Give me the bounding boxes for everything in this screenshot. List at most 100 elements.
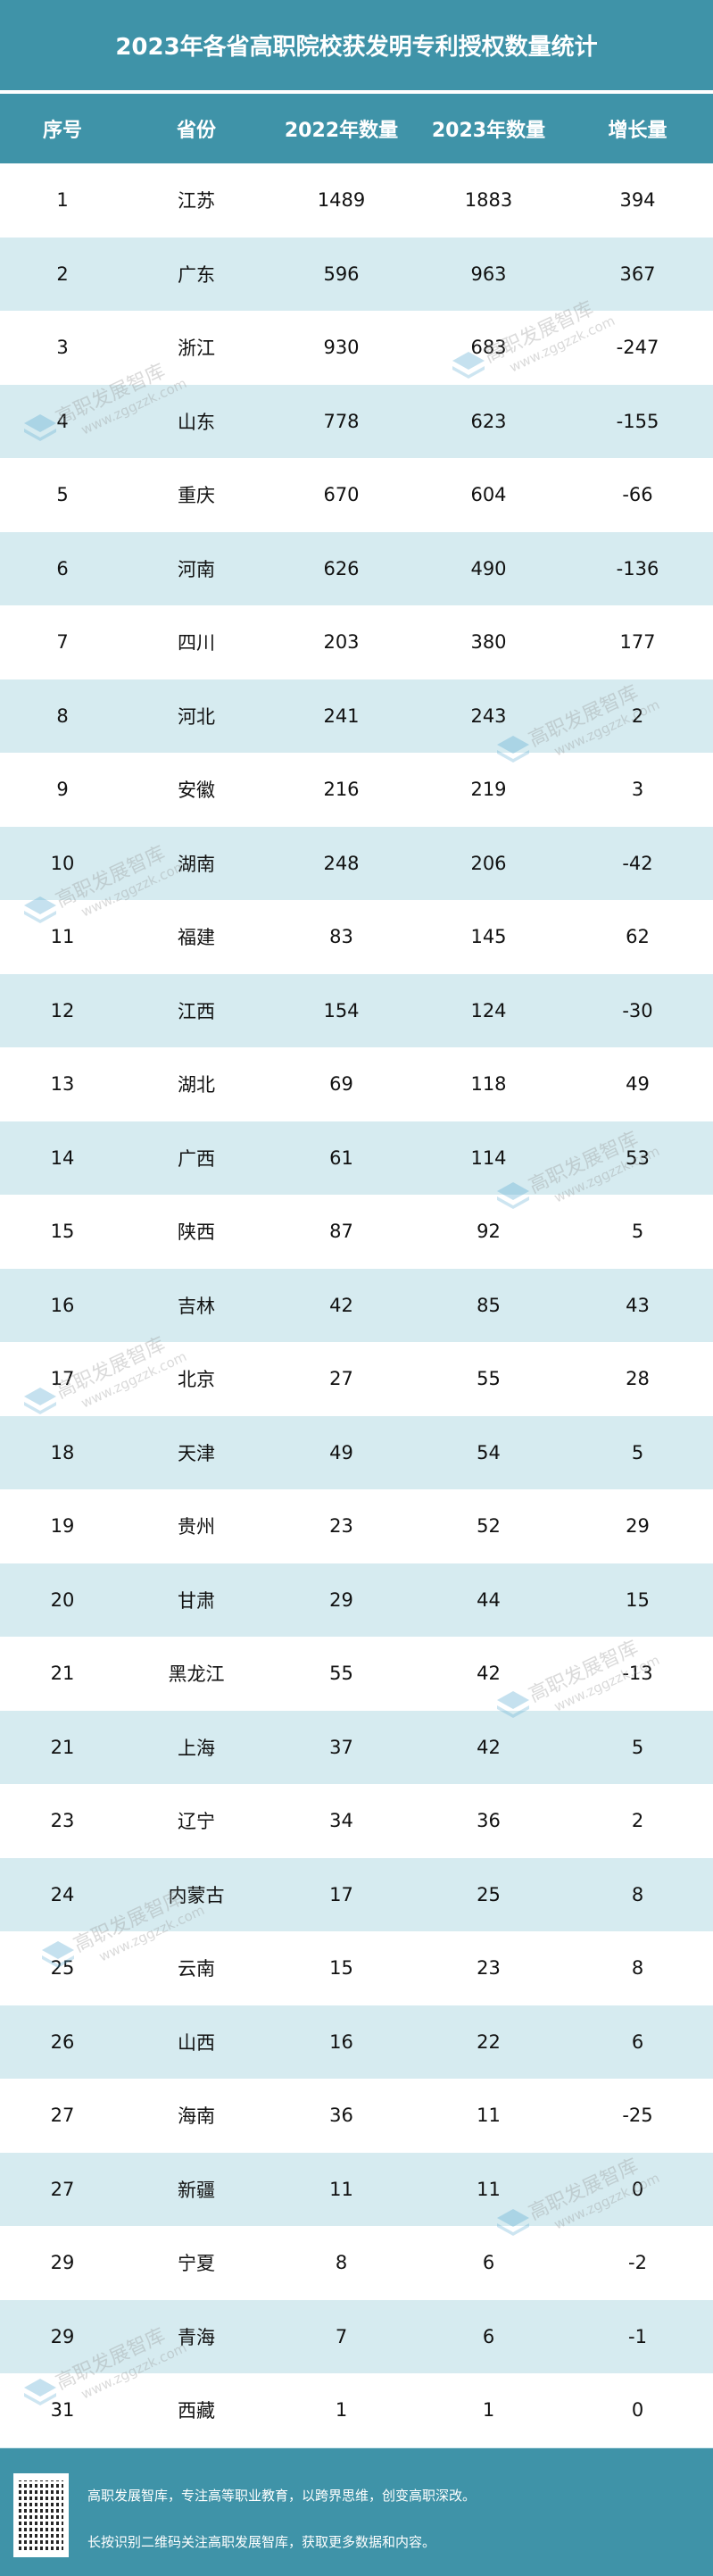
cell-province: 上海 <box>178 1737 215 1759</box>
cell-province: 福建 <box>178 927 215 949</box>
cell-count-2023: 124 <box>470 999 507 1021</box>
table-body: 1 江苏 1489 1883 394 2 广东 596 963 367 3 浙江 930 683 -247 4… <box>0 163 713 2521</box>
cell-count-2022: 83 <box>329 926 353 948</box>
cell-count-2022: 27 <box>329 1368 353 1390</box>
cell-count-2022: 154 <box>323 999 360 1021</box>
cell-rank: 20 <box>50 1588 75 1611</box>
cell-count-2022: 37 <box>329 1736 353 1758</box>
table-row: 11 福建 83 145 62 <box>0 900 713 974</box>
table-row: 29 青海 7 6 -1 <box>0 2299 713 2373</box>
cell-rank: 15 <box>50 1221 75 1243</box>
cell-count-2022: 7 <box>335 2325 348 2347</box>
cell-rank: 14 <box>50 1146 75 1169</box>
cell-growth: 49 <box>626 1073 650 1096</box>
cell-province: 广东 <box>178 263 215 286</box>
table-row: 13 湖北 69 118 49 <box>0 1047 713 1121</box>
cell-count-2022: 670 <box>323 484 360 506</box>
cell-growth: 8 <box>631 1883 644 1905</box>
cell-count-2022: 61 <box>329 1146 353 1169</box>
cell-province: 陕西 <box>178 1221 215 1244</box>
cell-growth: -136 <box>616 557 659 579</box>
cell-rank: 1 <box>56 189 69 212</box>
cell-count-2023: 219 <box>470 779 507 801</box>
cell-count-2022: 36 <box>329 2105 353 2127</box>
cell-count-2022: 15 <box>329 1957 353 1980</box>
cell-province: 重庆 <box>178 485 215 507</box>
table-row: 25 云南 15 23 8 <box>0 1931 713 2005</box>
cell-province: 海南 <box>178 2105 215 2128</box>
cell-count-2023: 42 <box>477 1736 501 1758</box>
table-row: 21 黑龙江 55 42 -13 <box>0 1637 713 1711</box>
cell-rank: 3 <box>56 337 69 359</box>
table-row: 7 四川 203 380 177 <box>0 605 713 679</box>
cell-rank: 26 <box>50 2030 75 2053</box>
cell-province: 广西 <box>178 1147 215 1170</box>
cell-growth: 43 <box>626 1294 650 1316</box>
table-row: 23 辽宁 34 36 2 <box>0 1784 713 1858</box>
cell-growth: 2 <box>631 1810 644 1832</box>
cell-province: 新疆 <box>178 2179 215 2201</box>
cell-rank: 17 <box>50 1368 75 1390</box>
table-row: 8 河北 241 243 2 <box>0 679 713 753</box>
cell-count-2022: 11 <box>329 2178 353 2200</box>
cell-growth: -155 <box>616 410 659 432</box>
divider <box>0 90 713 94</box>
cell-rank: 29 <box>50 2252 75 2274</box>
cell-growth: -13 <box>622 1663 653 1685</box>
cell-rank: 6 <box>56 557 69 579</box>
footer-line1: 高职发展智库，专注高等职业教育，以跨界思维，创变高职深改。 <box>87 2488 477 2504</box>
table-row: 1 江苏 1489 1883 394 <box>0 163 713 238</box>
cell-count-2023: 6 <box>482 2325 495 2347</box>
cell-count-2023: 145 <box>470 926 507 948</box>
cell-count-2022: 203 <box>323 631 360 654</box>
cell-province: 天津 <box>178 1442 215 1464</box>
table-row: 24 内蒙古 17 25 8 <box>0 1857 713 1931</box>
table-row: 5 重庆 670 604 -66 <box>0 458 713 532</box>
cell-rank: 18 <box>50 1441 75 1463</box>
cell-count-2023: 1 <box>482 2399 495 2422</box>
cell-count-2022: 42 <box>329 1294 353 1316</box>
cell-rank: 31 <box>50 2399 75 2422</box>
cell-growth: 15 <box>626 1588 650 1611</box>
cell-growth: 0 <box>631 2399 644 2422</box>
cell-growth: 177 <box>619 631 656 654</box>
cell-province: 云南 <box>178 1958 215 1980</box>
cell-province: 北京 <box>178 1369 215 1391</box>
cell-rank: 21 <box>50 1736 75 1758</box>
footer-line2: 长按识别二维码关注高职发展智库，获取更多数据和内容。 <box>87 2534 436 2550</box>
cell-rank: 27 <box>50 2105 75 2127</box>
cell-growth: 394 <box>619 189 656 212</box>
cell-count-2022: 16 <box>329 2030 353 2053</box>
cell-province: 湖北 <box>178 1074 215 1096</box>
cell-growth: 3 <box>631 779 644 801</box>
cell-count-2022: 23 <box>329 1515 353 1538</box>
cell-province: 辽宁 <box>178 1811 215 1833</box>
cell-count-2023: 623 <box>470 410 507 432</box>
table-row: 15 陕西 87 92 5 <box>0 1195 713 1269</box>
cell-count-2022: 241 <box>323 704 360 727</box>
cell-rank: 19 <box>50 1515 75 1538</box>
cell-growth: 29 <box>626 1515 650 1538</box>
cell-growth: -1 <box>628 2325 647 2347</box>
cell-rank: 24 <box>50 1883 75 1905</box>
col-2023: 2023年数量 <box>431 120 546 142</box>
cell-province: 江苏 <box>178 190 215 213</box>
cell-growth: -42 <box>622 852 653 874</box>
cell-count-2023: 11 <box>477 2105 501 2127</box>
table-row: 29 宁夏 8 6 -2 <box>0 2226 713 2300</box>
cell-count-2022: 626 <box>323 557 360 579</box>
table-row: 10 湖南 248 206 -42 <box>0 826 713 900</box>
cell-count-2023: 92 <box>477 1221 501 1243</box>
cell-province: 宁夏 <box>178 2253 215 2275</box>
cell-growth: 5 <box>631 1736 644 1758</box>
cell-count-2023: 114 <box>470 1146 507 1169</box>
cell-count-2022: 1 <box>335 2399 348 2422</box>
table-row: 2 广东 596 963 367 <box>0 237 713 311</box>
col-2022: 2022年数量 <box>284 120 399 142</box>
cell-rank: 29 <box>50 2325 75 2347</box>
cell-growth: 28 <box>626 1368 650 1390</box>
cell-growth: -2 <box>628 2252 647 2274</box>
table-row: 16 吉林 42 85 43 <box>0 1268 713 1342</box>
table-row: 17 北京 27 55 28 <box>0 1342 713 1416</box>
cell-province: 江西 <box>178 1000 215 1022</box>
